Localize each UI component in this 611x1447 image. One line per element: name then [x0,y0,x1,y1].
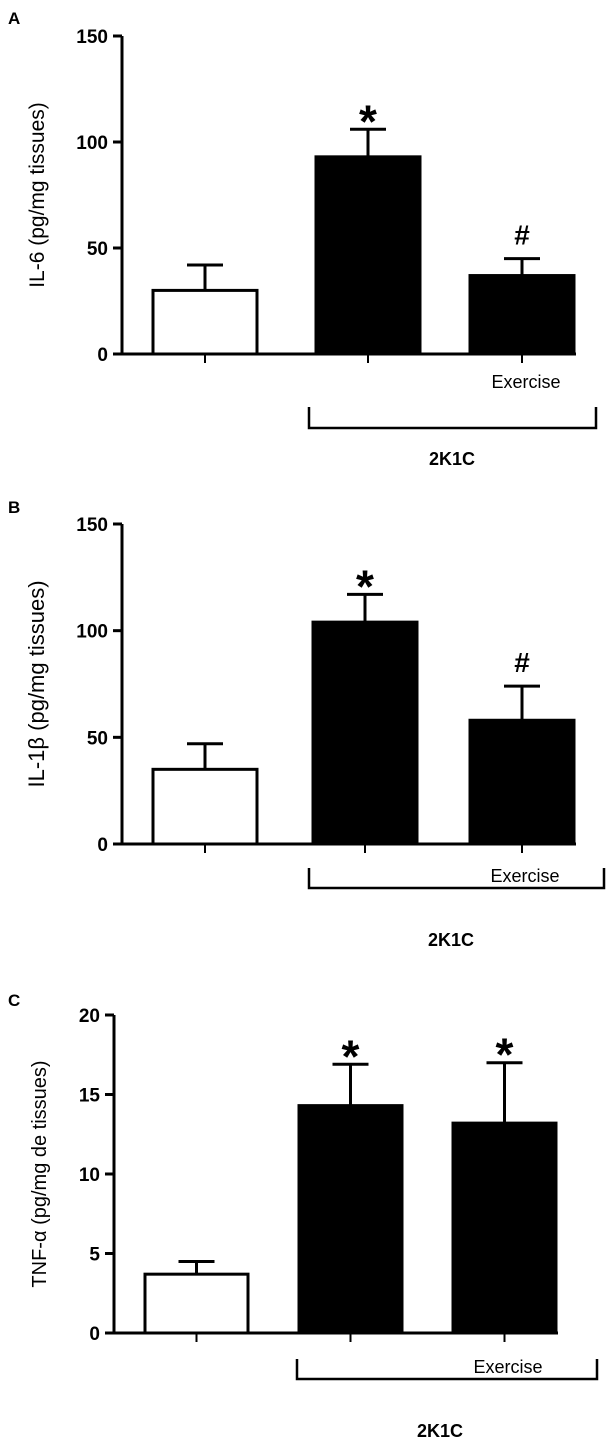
significance-hash: # [514,647,530,678]
significance-hash: # [514,220,530,251]
y-tick-label: 10 [79,1165,100,1186]
panel-label-C: C [8,991,20,1010]
group-bracket [307,407,598,430]
exercise-label: Exercise [491,372,560,392]
y-tick-label: 5 [89,1245,100,1266]
y-tick-label: 100 [76,133,108,154]
y-axis-label: IL-1β (pg/mg tissues) [24,580,49,787]
y-tick-label: 20 [79,1006,100,1027]
y-tick-label: 0 [97,835,108,856]
y-tick-label: 0 [97,345,108,366]
group-label: 2K1C [428,930,474,950]
bar [151,288,259,356]
bar [314,155,422,356]
bar [468,274,576,356]
panel-label-B: B [8,498,20,517]
significance-star: * [359,95,377,147]
significance-star: * [342,1030,360,1082]
bar [311,620,419,846]
panel-label-A: A [8,9,20,28]
group-bracket [295,1359,599,1381]
bar [468,718,576,846]
bar [143,1272,250,1335]
y-tick-label: 100 [76,622,108,643]
significance-star: * [496,1029,514,1081]
y-tick-label: 50 [87,728,108,749]
y-tick-label: 0 [89,1324,100,1345]
bar [451,1121,558,1335]
group-label: 2K1C [417,1421,463,1441]
exercise-label: Exercise [473,1357,542,1377]
group-label: 2K1C [429,449,475,469]
significance-star: * [356,560,374,612]
y-tick-label: 150 [76,27,108,48]
y-axis-label: TNF-α (pg/mg de tissues) [29,1060,51,1287]
y-tick-label: 50 [87,239,108,260]
bar [297,1104,404,1335]
y-axis-label: IL-6 (pg/mg tissues) [26,102,49,288]
group-bracket [307,868,606,890]
exercise-label: Exercise [490,866,559,886]
y-tick-label: 150 [76,515,108,536]
bar [151,767,259,846]
y-tick-label: 15 [79,1086,101,1107]
